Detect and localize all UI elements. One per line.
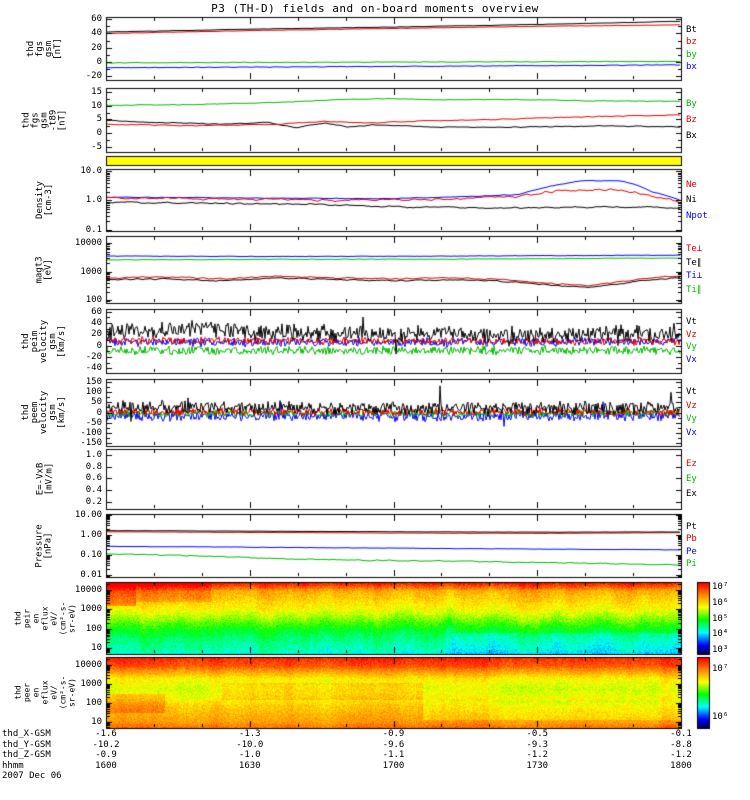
chart-title: P3 (TH-D) fields and on-board moments ov… <box>211 2 539 15</box>
